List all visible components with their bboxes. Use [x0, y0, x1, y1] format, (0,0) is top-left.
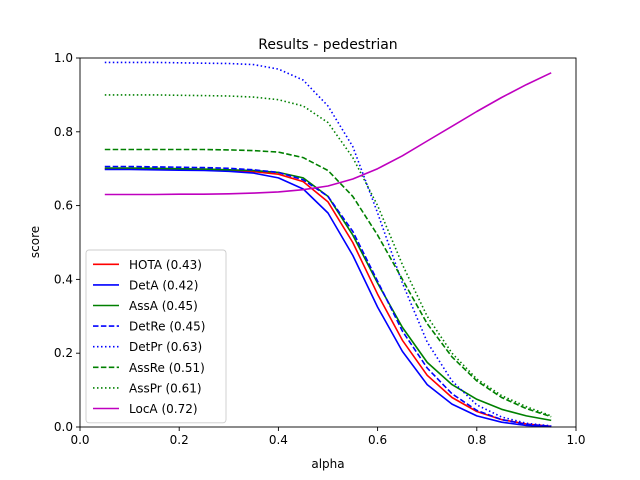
series-line-5: [104, 148, 552, 418]
legend-label-1: DetA (0.42): [129, 278, 198, 292]
legend-label-6: AssPr (0.61): [129, 381, 202, 395]
legend-label-7: LocA (0.72): [129, 402, 198, 416]
y-tick-label: 0.2: [54, 346, 73, 360]
series-line-4: [104, 61, 552, 427]
x-tick-label: 0.0: [70, 433, 89, 447]
y-tick-label: 0.6: [54, 199, 73, 213]
legend-box: [85, 249, 227, 424]
x-tick-label: 0.4: [269, 433, 288, 447]
chart-title: Results - pedestrian: [258, 37, 397, 53]
legend-label-3: DetRe (0.45): [129, 320, 205, 334]
legend-label-5: AssRe (0.51): [129, 361, 205, 375]
series-line-3: [104, 165, 552, 428]
plot-frame: [79, 57, 577, 428]
y-tick-label: 0.8: [54, 125, 73, 139]
x-axis-label: alpha: [311, 457, 344, 471]
x-tick-label: 1.0: [566, 433, 585, 447]
y-axis-ticks: 0.0 0.2 0.4 0.6 0.8 1.0: [54, 51, 80, 434]
y-axis-label: score: [28, 226, 42, 258]
legend-label-0: HOTA (0.43): [129, 258, 202, 272]
plot-area: [79, 57, 577, 428]
x-tick-label: 0.2: [170, 433, 189, 447]
y-tick-label: 0.0: [54, 420, 73, 434]
x-tick-label: 0.6: [368, 433, 387, 447]
x-tick-label: 0.8: [467, 433, 486, 447]
series-line-7: [104, 72, 552, 196]
y-tick-label: 1.0: [54, 51, 73, 65]
series-line-6: [104, 94, 552, 417]
legend-label-4: DetPr (0.63): [129, 340, 202, 354]
series-line-1: [104, 168, 552, 428]
x-axis-ticks: 0.0 0.2 0.4 0.6 0.8 1.0: [70, 427, 586, 447]
legend-label-2: AssA (0.45): [129, 299, 198, 313]
legend: HOTA (0.43) DetA (0.42) AssA (0.45) DetRe (…: [85, 249, 227, 424]
y-tick-label: 0.4: [54, 272, 73, 286]
